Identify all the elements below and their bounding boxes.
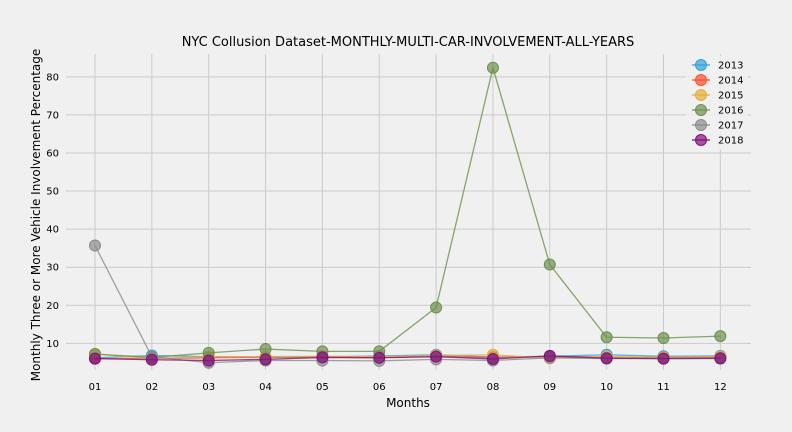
data-point — [259, 353, 272, 366]
y-axis-label: Monthly Three or More Vehicle Involvemen… — [29, 49, 43, 382]
y-tick-label: 20 — [46, 301, 59, 312]
data-point — [600, 331, 613, 344]
legend-label: 2017 — [718, 121, 743, 132]
data-point — [202, 354, 215, 367]
data-point — [657, 352, 670, 365]
data-point — [600, 352, 613, 365]
legend-label: 2015 — [718, 91, 743, 102]
legend-item: 2015 — [692, 89, 743, 102]
legend-label: 2016 — [718, 106, 743, 117]
chart-title: NYC Collusion Dataset-MONTHLY-MULTI-CAR-… — [182, 35, 635, 50]
x-tick-label: 07 — [430, 382, 443, 393]
data-point — [486, 352, 499, 365]
legend-label: 2014 — [718, 76, 743, 87]
legend-marker — [695, 74, 707, 86]
data-point — [259, 343, 272, 356]
legend-marker — [695, 134, 707, 146]
series-line — [94, 355, 721, 362]
y-tick-label: 50 — [46, 187, 59, 198]
x-tick-label: 10 — [600, 382, 613, 393]
legend-marker — [695, 59, 707, 71]
x-tick-label: 04 — [259, 382, 272, 393]
y-tick-label: 40 — [46, 225, 59, 236]
data-point — [89, 352, 101, 365]
x-tick-label: 11 — [657, 382, 670, 393]
tick-layer: 10 20 30 40 50 60 70 80 01 02 03 04 05 06 07 08 09 10 11 12 — [46, 72, 726, 393]
y-tick-label: 80 — [46, 72, 59, 83]
legend-item: 2014 — [692, 74, 743, 87]
y-tick-label: 10 — [46, 339, 59, 350]
data-point — [543, 258, 556, 271]
data-point — [430, 350, 443, 363]
data-point — [89, 239, 101, 252]
y-tick-label: 60 — [46, 148, 59, 159]
x-tick-label: 03 — [202, 382, 215, 393]
series-line — [94, 353, 721, 360]
x-tick-label: 05 — [316, 382, 329, 393]
data-point — [657, 332, 670, 345]
series-line — [94, 65, 721, 359]
x-tick-label: 08 — [487, 382, 500, 393]
data-point — [486, 61, 499, 74]
x-axis-label: Months — [386, 396, 430, 410]
legend-label: 2018 — [718, 136, 743, 147]
data-point — [714, 352, 727, 365]
data-point — [316, 351, 329, 364]
series-layer — [89, 61, 727, 369]
legend-item: 2018 — [692, 134, 743, 147]
data-point — [543, 349, 556, 362]
x-tick-label: 12 — [714, 382, 727, 393]
legend-label: 2013 — [718, 61, 743, 72]
legend-item: 2016 — [692, 104, 743, 117]
data-point — [145, 353, 158, 366]
legend-marker — [695, 119, 707, 131]
data-point — [373, 351, 386, 364]
legend-marker — [695, 104, 707, 116]
y-tick-label: 70 — [46, 110, 59, 121]
grid-lines — [66, 54, 751, 370]
x-tick-label: 01 — [89, 382, 102, 393]
legend-box — [686, 56, 748, 150]
x-tick-label: 09 — [543, 382, 556, 393]
data-point — [430, 301, 443, 314]
data-point — [714, 330, 727, 343]
legend-item: 2017 — [692, 119, 743, 132]
series-2018 — [89, 349, 727, 367]
x-tick-label: 02 — [145, 382, 158, 393]
legend: 2013 2014 2015 2016 2017 2018 — [686, 56, 748, 150]
legend-marker — [695, 89, 707, 101]
plot-area — [66, 54, 751, 370]
y-tick-label: 30 — [46, 263, 59, 274]
x-tick-label: 06 — [373, 382, 386, 393]
legend-item: 2013 — [692, 59, 743, 72]
